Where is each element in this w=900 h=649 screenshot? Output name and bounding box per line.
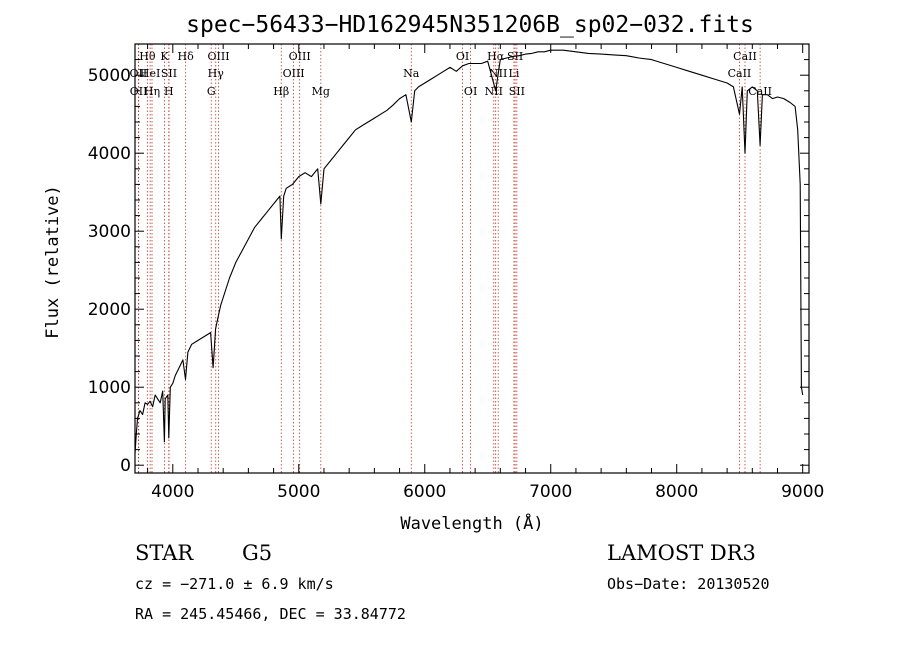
x-tick-label: 4000 (151, 482, 194, 502)
line-marker-label: H (164, 85, 174, 98)
line-marker-label: OIII (207, 50, 229, 63)
line-marker-label: Hη (144, 85, 160, 98)
x-tick-label: 9000 (781, 482, 824, 502)
line-marker-label: K (160, 50, 169, 63)
line-marker-label: OI (456, 50, 469, 63)
x-axis-ticks: 4000 5000 6000 7000 8000 9000 (147, 44, 824, 502)
y-axis-label: Flux (relative) (43, 185, 63, 339)
line-marker-label: Hβ (273, 85, 289, 98)
line-marker-label: Mg (312, 85, 330, 98)
y-tick-label: 5000 (88, 66, 131, 86)
chart-title: spec−56433−HD162945N351206B_sp02−032.fit… (186, 12, 754, 38)
y-tick-label: 2000 (88, 300, 131, 320)
x-tick-label: 5000 (277, 482, 320, 502)
line-marker-label: Hθ (139, 50, 156, 63)
y-axis-ticks: 0 1000 2000 3000 4000 5000 (88, 59, 809, 476)
survey-name: LAMOST DR3 (607, 541, 756, 565)
plot-frame (134, 43, 810, 474)
line-marker-label: G (207, 85, 216, 98)
x-tick-label: 6000 (403, 482, 446, 502)
y-tick-label: 3000 (88, 222, 131, 242)
line-marker-label: Hγ (208, 67, 225, 80)
line-marker-label: OI (464, 85, 477, 98)
line-marker-label: OIII (289, 50, 311, 63)
line-marker-label: SII (509, 85, 525, 98)
x-axis-label: Wavelength (Å) (400, 512, 543, 534)
y-tick-label: 0 (120, 456, 131, 476)
line-marker-label: Hα (487, 50, 505, 63)
line-marker-label: Na (403, 67, 420, 80)
line-marker-label: CaII (733, 50, 757, 63)
line-marker-label: Li (509, 67, 520, 80)
redshift-cz: cz = −271.0 ± 6.9 km/s (135, 575, 334, 593)
object-class: STAR (135, 541, 194, 565)
observation-date: Obs−Date: 20130520 (607, 575, 770, 593)
object-subclass: G5 (242, 541, 272, 565)
spectrum-line (134, 49, 804, 454)
y-tick-label: 4000 (88, 144, 131, 164)
line-marker-label: Hδ (178, 50, 195, 63)
y-tick-label: 1000 (88, 378, 131, 398)
x-tick-label: 8000 (655, 482, 698, 502)
line-marker-label: CaII (728, 67, 752, 80)
line-marker-label: OII (130, 85, 148, 98)
line-marker-label: NII (485, 85, 503, 98)
x-tick-label: 7000 (529, 482, 572, 502)
line-marker-label: HeI (140, 67, 160, 80)
line-marker-label: OIII (283, 67, 305, 80)
coordinates: RA = 245.45466, DEC = 33.84772 (135, 605, 406, 623)
